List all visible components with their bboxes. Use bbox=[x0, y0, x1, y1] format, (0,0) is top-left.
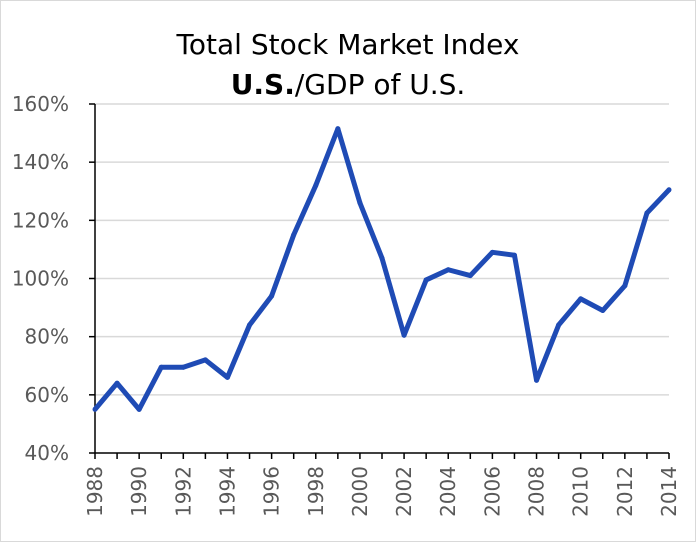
data-point bbox=[666, 187, 672, 193]
x-tick-label: 1990 bbox=[127, 466, 151, 517]
y-tick-label: 80% bbox=[25, 325, 69, 349]
data-point bbox=[600, 307, 606, 313]
data-point bbox=[269, 293, 275, 299]
x-tick-label: 2004 bbox=[436, 466, 460, 517]
x-tick-label: 1992 bbox=[171, 466, 195, 517]
x-tick-label: 1988 bbox=[83, 466, 107, 517]
data-point bbox=[467, 273, 473, 279]
x-tick-label: 2006 bbox=[480, 466, 504, 517]
y-tick-label: 160% bbox=[12, 92, 69, 116]
chart-title-text: Total Stock Market Index bbox=[176, 28, 520, 61]
data-point bbox=[534, 377, 540, 383]
gridlines bbox=[95, 103, 669, 396]
x-axis-tick-labels: 1988 1990 1992 1994 1996 1998 2000 2002 2004 2006… bbox=[83, 466, 681, 517]
data-point bbox=[313, 182, 319, 188]
chart-title-line-2: U.S./GDP of U.S. bbox=[0, 68, 696, 102]
data-point bbox=[423, 277, 429, 283]
data-point bbox=[511, 252, 517, 258]
y-tick-label: 40% bbox=[25, 441, 69, 465]
data-point bbox=[224, 374, 230, 380]
x-tick-label: 1996 bbox=[260, 466, 284, 517]
y-tick-label: 120% bbox=[12, 208, 69, 232]
data-point bbox=[180, 364, 186, 370]
data-point bbox=[247, 322, 253, 328]
y-tick-label: 140% bbox=[12, 150, 69, 174]
data-point bbox=[445, 267, 451, 273]
data-point bbox=[401, 332, 407, 338]
data-point bbox=[114, 380, 120, 386]
x-tick-label: 2008 bbox=[525, 466, 549, 517]
data-point bbox=[578, 296, 584, 302]
data-point bbox=[136, 406, 142, 412]
x-tick-label: 2000 bbox=[348, 466, 372, 517]
data-point bbox=[357, 200, 363, 206]
data-point bbox=[92, 406, 98, 412]
data-point bbox=[335, 126, 341, 132]
chart-title-bold-part: U.S. bbox=[230, 68, 295, 101]
data-point bbox=[622, 283, 628, 289]
data-point bbox=[644, 210, 650, 216]
x-tick-label: 2010 bbox=[569, 466, 593, 517]
data-point bbox=[158, 364, 164, 370]
data-point bbox=[379, 255, 385, 261]
data-point bbox=[202, 357, 208, 363]
x-tick-label: 2012 bbox=[613, 466, 637, 517]
x-tick-label: 1994 bbox=[215, 466, 239, 517]
y-axis-tick-labels: 40% 60% 80% 100% 120% 140% 160% bbox=[12, 92, 69, 465]
y-tick-label: 60% bbox=[25, 383, 69, 407]
x-tick-label: 2014 bbox=[657, 466, 681, 517]
x-tick-label: 2002 bbox=[392, 466, 416, 517]
chart-title-line-1: Total Stock Market Index bbox=[0, 28, 696, 62]
y-tick-label: 100% bbox=[12, 267, 69, 291]
data-point bbox=[489, 249, 495, 255]
x-tick-label: 1998 bbox=[304, 466, 328, 517]
series-layer bbox=[92, 126, 672, 412]
chart-title-rest-part: /GDP of U.S. bbox=[294, 68, 466, 101]
data-point bbox=[291, 232, 297, 238]
axes bbox=[89, 103, 670, 459]
data-point bbox=[556, 322, 562, 328]
